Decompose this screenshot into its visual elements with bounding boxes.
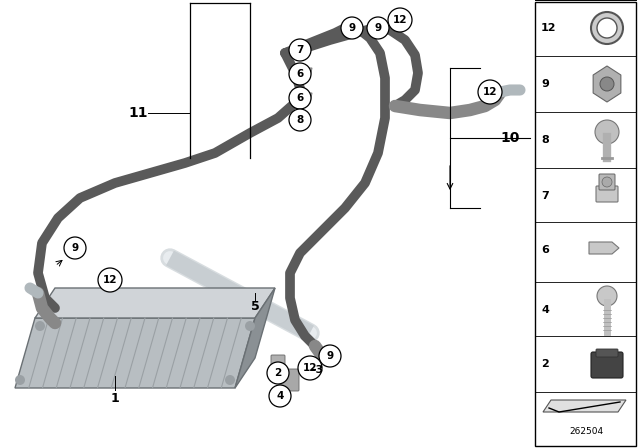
Circle shape <box>595 120 619 144</box>
FancyBboxPatch shape <box>596 349 618 357</box>
Circle shape <box>245 321 255 331</box>
Text: 12: 12 <box>483 87 497 97</box>
Text: 4: 4 <box>541 305 549 315</box>
FancyBboxPatch shape <box>271 367 285 379</box>
Text: 6: 6 <box>296 69 303 79</box>
Circle shape <box>341 17 363 39</box>
Circle shape <box>597 286 617 306</box>
Circle shape <box>298 356 322 380</box>
Text: 2: 2 <box>275 368 282 378</box>
Circle shape <box>35 321 45 331</box>
FancyBboxPatch shape <box>596 186 618 202</box>
Text: 6: 6 <box>541 245 549 255</box>
Circle shape <box>64 237 86 259</box>
Circle shape <box>225 375 235 385</box>
Circle shape <box>600 77 614 91</box>
Text: 8: 8 <box>541 135 548 145</box>
Text: 9: 9 <box>541 79 549 89</box>
Circle shape <box>388 8 412 32</box>
Text: 7: 7 <box>541 191 548 201</box>
FancyBboxPatch shape <box>599 174 615 190</box>
Text: 11: 11 <box>128 106 148 120</box>
Text: 9: 9 <box>374 23 381 33</box>
Polygon shape <box>35 288 275 318</box>
FancyBboxPatch shape <box>591 352 623 378</box>
Text: 9: 9 <box>72 243 79 253</box>
Text: 12: 12 <box>541 23 557 33</box>
Text: 4: 4 <box>276 391 284 401</box>
Text: 8: 8 <box>296 115 303 125</box>
Circle shape <box>267 362 289 384</box>
Text: 2: 2 <box>541 359 548 369</box>
Circle shape <box>367 17 389 39</box>
Circle shape <box>289 87 311 109</box>
Circle shape <box>478 80 502 104</box>
Circle shape <box>602 177 612 187</box>
Circle shape <box>289 63 311 85</box>
Circle shape <box>597 18 617 38</box>
Polygon shape <box>593 66 621 102</box>
Circle shape <box>319 345 341 367</box>
Polygon shape <box>543 400 626 412</box>
FancyBboxPatch shape <box>535 2 636 446</box>
FancyBboxPatch shape <box>279 369 299 391</box>
Circle shape <box>289 39 311 61</box>
Polygon shape <box>15 318 255 388</box>
Text: 9: 9 <box>326 351 333 361</box>
Text: –3: –3 <box>310 365 323 375</box>
Text: 12: 12 <box>103 275 117 285</box>
Circle shape <box>269 385 291 407</box>
Text: 12: 12 <box>393 15 407 25</box>
Circle shape <box>289 109 311 131</box>
Polygon shape <box>290 68 312 78</box>
FancyBboxPatch shape <box>271 355 285 367</box>
Circle shape <box>591 12 623 44</box>
Polygon shape <box>235 288 275 388</box>
Text: 7: 7 <box>296 45 304 55</box>
Text: 12: 12 <box>303 363 317 373</box>
Polygon shape <box>290 93 312 103</box>
Text: 1: 1 <box>111 392 120 405</box>
Polygon shape <box>589 242 619 254</box>
Text: 262504: 262504 <box>569 427 603 436</box>
Text: 6: 6 <box>296 93 303 103</box>
Text: 5: 5 <box>251 300 259 313</box>
Circle shape <box>15 375 25 385</box>
Circle shape <box>98 268 122 292</box>
Text: 10: 10 <box>500 131 520 145</box>
Text: 9: 9 <box>348 23 356 33</box>
